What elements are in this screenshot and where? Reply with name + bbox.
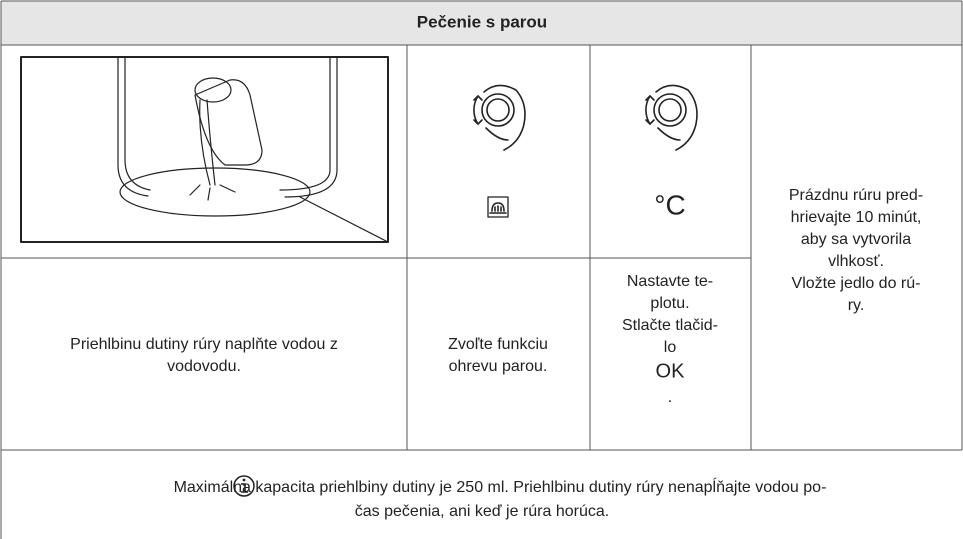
instruction-line: OK: [656, 360, 686, 382]
instruction-line: .: [668, 389, 672, 406]
instruction-line: Stlačte tlačid-: [622, 317, 718, 334]
side-note-line: Prázdnu rúru pred-: [789, 187, 923, 204]
instruction-line: vodovodu.: [167, 358, 241, 375]
instruction-line: Zvoľte funkciu: [448, 336, 548, 353]
side-note-line: ry.: [848, 297, 865, 314]
steam-icon: [487, 196, 509, 218]
side-note-line: aby sa vytvorila: [801, 231, 911, 248]
side-note-line: vlhkosť.: [828, 253, 884, 270]
instruction-line: Priehlbinu dutiny rúry naplňte vodou z: [70, 336, 338, 353]
note-line: Maximálna kapacita priehlbiny dutiny je …: [174, 477, 827, 496]
instruction-line: ohrevu parou.: [449, 358, 548, 375]
header-bg: [1, 1, 962, 45]
note-line: čas pečenia, ani keď je rúra horúca.: [355, 503, 609, 520]
instruction-line: plotu.: [650, 295, 689, 312]
oven-illustration: [20, 56, 389, 243]
temperature-symbol: °C: [654, 189, 685, 220]
side-note-line: hrievajte 10 minút,: [791, 209, 922, 226]
title: Pečenie s parou: [417, 12, 547, 31]
side-note-line: Vložte jedlo do rú-: [792, 275, 921, 292]
info-icon: [233, 475, 255, 497]
instruction-line: lo: [664, 339, 677, 356]
knob-hand-icon: [645, 84, 698, 151]
knob-hand-icon: [473, 84, 526, 151]
instruction-line: Nastavte te-: [627, 273, 713, 290]
